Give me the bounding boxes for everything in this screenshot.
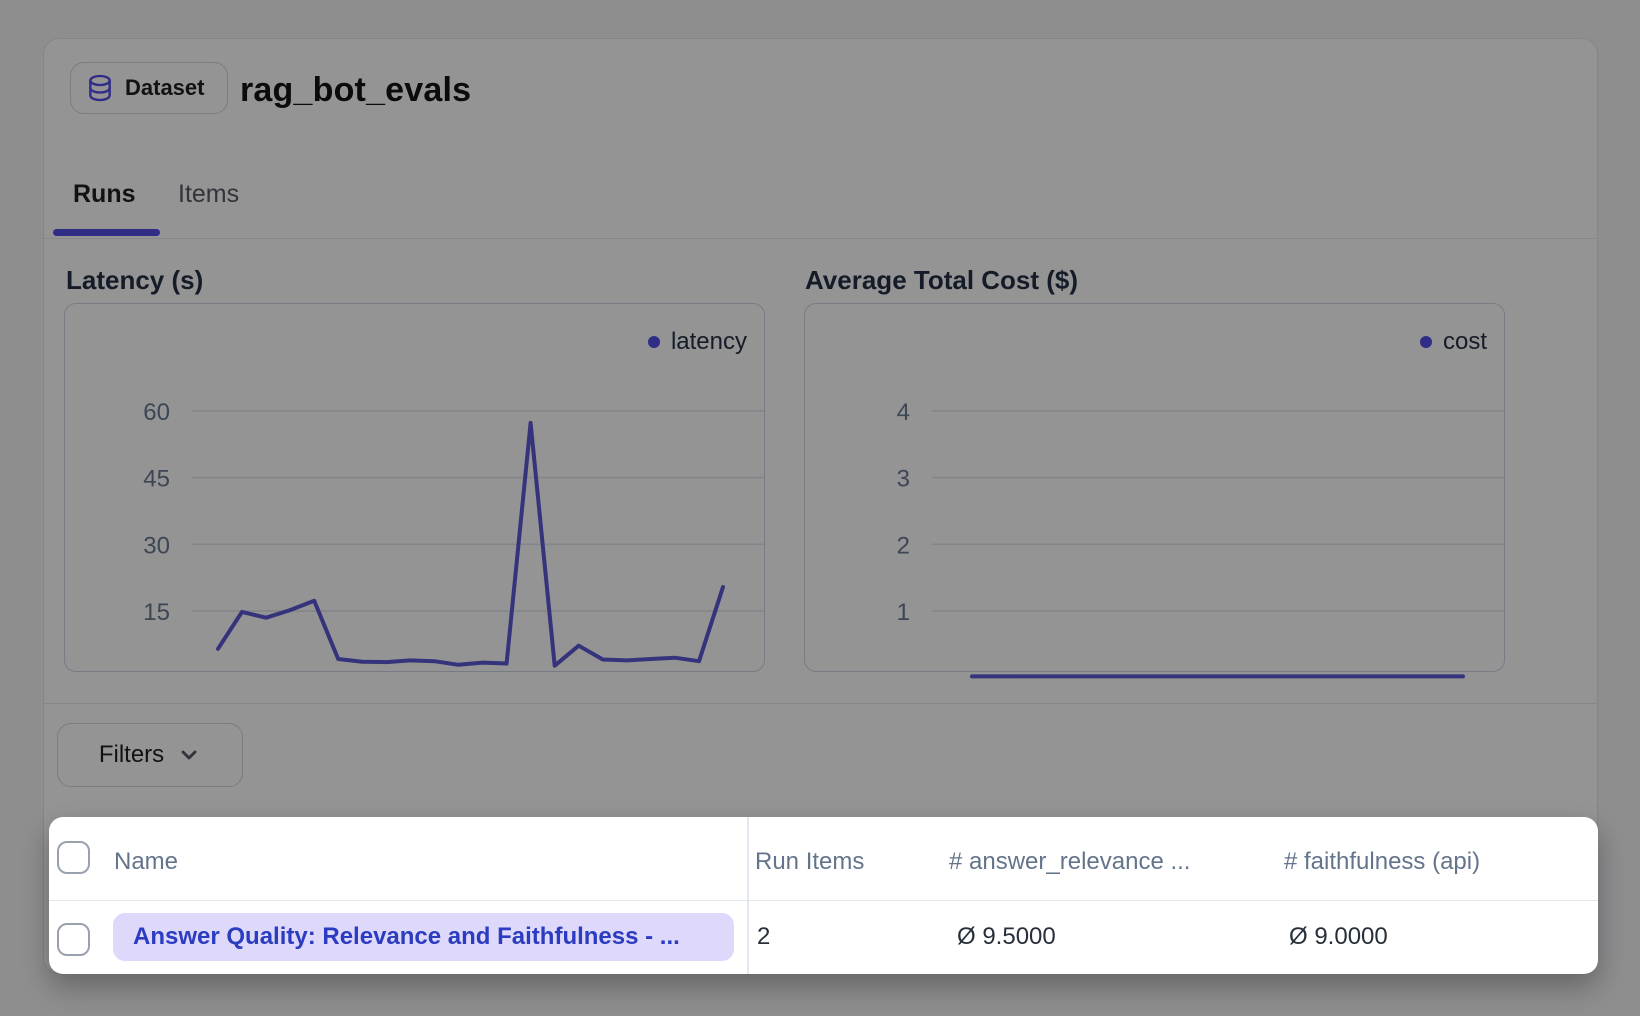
dataset-type-badge: Dataset bbox=[70, 62, 228, 114]
row-checkbox[interactable] bbox=[57, 923, 90, 956]
column-header-name: Name bbox=[114, 848, 179, 875]
cost-legend: cost bbox=[1419, 328, 1487, 356]
cost-chart-plot: 1 2 3 4 bbox=[897, 399, 1504, 679]
column-header-answer-relevance: # answer_relevance ... bbox=[949, 848, 1191, 875]
svg-text:4: 4 bbox=[897, 399, 910, 426]
latency-chart: 15 30 45 60 latency bbox=[64, 303, 765, 672]
tabstrip-border bbox=[43, 238, 1598, 239]
latency-chart-plot: 15 30 45 60 bbox=[143, 399, 764, 668]
page-title: rag_bot_evals bbox=[240, 71, 472, 109]
svg-text:1: 1 bbox=[897, 599, 910, 626]
runs-table: Name Run Items # answer_relevance ... # … bbox=[49, 817, 1598, 974]
latency-chart-title: Latency (s) bbox=[66, 265, 204, 295]
column-header-run-items: Run Items bbox=[755, 848, 865, 875]
svg-text:30: 30 bbox=[143, 532, 170, 559]
legend-dot-icon bbox=[1419, 336, 1432, 348]
answer-relevance-value: Ø 9.5000 bbox=[957, 923, 1056, 950]
column-header-faithfulness: # faithfulness (api) bbox=[1284, 848, 1481, 875]
badge-label: Dataset bbox=[125, 75, 205, 100]
legend-label: cost bbox=[1442, 328, 1487, 355]
chevron-down-icon bbox=[177, 743, 201, 767]
active-tab-underline bbox=[53, 229, 160, 236]
run-name-label: Answer Quality: Relevance and Faithfulne… bbox=[133, 923, 680, 950]
tab-runs[interactable]: Runs bbox=[73, 180, 136, 208]
database-icon bbox=[85, 73, 115, 103]
select-all-checkbox[interactable] bbox=[57, 841, 90, 874]
tab-items[interactable]: Items bbox=[178, 180, 240, 208]
filters-button[interactable]: Filters bbox=[57, 723, 243, 787]
legend-label: latency bbox=[670, 328, 747, 355]
legend-dot-icon bbox=[647, 336, 660, 348]
column-divider bbox=[747, 817, 749, 974]
svg-text:2: 2 bbox=[897, 532, 910, 559]
cost-chart: 1 2 3 4 cost bbox=[804, 303, 1505, 679]
run-items-value: 2 bbox=[757, 923, 771, 950]
svg-text:3: 3 bbox=[897, 466, 910, 493]
faithfulness-value: Ø 9.0000 bbox=[1289, 923, 1388, 950]
cost-chart-title: Average Total Cost ($) bbox=[805, 265, 1079, 295]
filters-label: Filters bbox=[98, 741, 165, 768]
svg-text:45: 45 bbox=[143, 466, 170, 493]
table-header-row bbox=[49, 817, 1598, 901]
run-name-link[interactable]: Answer Quality: Relevance and Faithfulne… bbox=[113, 913, 734, 961]
svg-text:60: 60 bbox=[143, 399, 170, 426]
section-divider bbox=[43, 703, 1598, 704]
svg-text:15: 15 bbox=[143, 599, 170, 626]
latency-legend: latency bbox=[647, 328, 747, 356]
